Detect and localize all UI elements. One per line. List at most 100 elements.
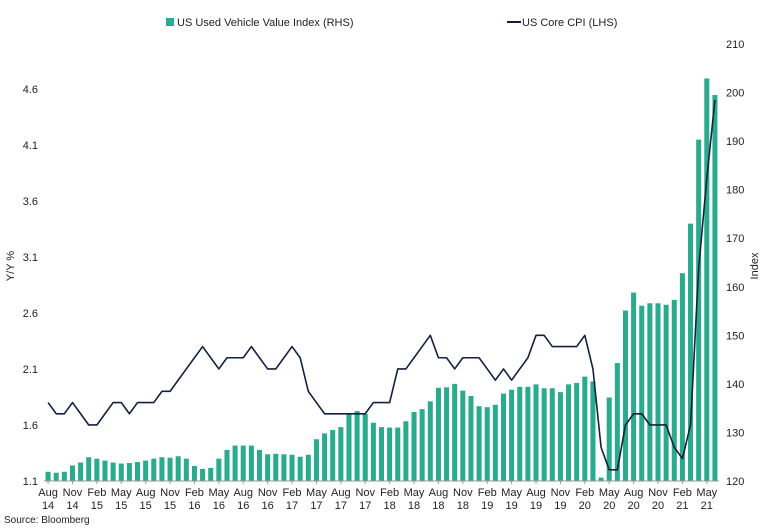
- y-right-ticks: 120 130 140 150 160 170 180 190 200 210: [726, 39, 744, 488]
- bar-jul-15: [135, 462, 141, 481]
- bar-mar-18: [395, 427, 401, 481]
- x-tick-month: May: [599, 487, 620, 499]
- bar-dec-20: [663, 304, 669, 481]
- y-right-tick-label: 120: [726, 476, 744, 488]
- x-tick-year: 17: [359, 500, 371, 512]
- x-tick-month: May: [111, 487, 132, 499]
- y-left-tick-label: 2.6: [23, 308, 38, 320]
- bar-aug-14: [45, 471, 51, 481]
- y-left-tick-label: 2.1: [23, 364, 38, 376]
- bar-apr-20: [598, 477, 604, 481]
- y-right-tick-label: 180: [726, 185, 744, 197]
- x-tick-month: May: [404, 487, 425, 499]
- x-tick-year: 19: [554, 500, 566, 512]
- bar-apr-17: [305, 454, 311, 481]
- x-tick-year: 20: [579, 500, 591, 512]
- y-right-tick-label: 200: [726, 88, 744, 100]
- x-tick-month: Feb: [185, 487, 204, 499]
- bar-jun-20: [614, 363, 620, 481]
- y-right-tick-label: 160: [726, 282, 744, 294]
- x-tick-month: Nov: [160, 487, 180, 499]
- bar-jun-16: [224, 449, 230, 481]
- bar-feb-21: [679, 273, 685, 481]
- x-tick-month: Feb: [478, 487, 497, 499]
- legend-line-label: US Core CPI (LHS): [522, 17, 617, 29]
- bar-dec-16: [273, 453, 279, 481]
- bar-oct-18: [452, 383, 458, 481]
- line-series: [47, 99, 716, 471]
- y-left-tick-label: 1.1: [23, 476, 38, 488]
- bar-feb-19: [484, 407, 490, 481]
- x-tick-year: 15: [140, 500, 152, 512]
- bar-jun-17: [322, 433, 328, 481]
- source-note: Source: Bloomberg: [4, 515, 90, 526]
- x-tick-year: 16: [188, 500, 200, 512]
- y-left-tick-label: 3.6: [23, 196, 38, 208]
- x-tick-month: Feb: [673, 487, 692, 499]
- bar-aug-20: [631, 292, 637, 481]
- bar-jul-20: [622, 310, 628, 481]
- x-tick-year: 16: [237, 500, 249, 512]
- bar-nov-16: [265, 454, 271, 481]
- bar-may-21: [704, 78, 710, 481]
- x-tick-year: 19: [481, 500, 493, 512]
- bar-oct-16: [256, 449, 263, 481]
- bar-dec-17: [370, 422, 376, 481]
- bar-aug-17: [338, 427, 344, 481]
- x-axis-ticks: Aug14Nov14Feb15May15Aug15Nov15Feb16May16…: [38, 481, 718, 512]
- bar-mar-16: [200, 468, 206, 481]
- y-right-tick-label: 150: [726, 330, 744, 342]
- bar-feb-16: [191, 465, 197, 481]
- x-tick-month: Nov: [258, 487, 278, 499]
- bar-may-16: [216, 458, 222, 481]
- y-left-tick-label: 4.6: [23, 84, 38, 96]
- bar-sep-20: [639, 305, 645, 481]
- x-tick-month: Nov: [453, 487, 473, 499]
- x-tick-year: 21: [676, 500, 688, 512]
- x-tick-month: Aug: [136, 487, 156, 499]
- bar-nov-17: [362, 413, 368, 481]
- bar-may-18: [411, 412, 417, 481]
- x-tick-year: 18: [432, 500, 444, 512]
- y-right-axis-title: Index: [749, 252, 761, 279]
- bar-mar-19: [492, 404, 498, 481]
- bar-dec-18: [468, 396, 474, 481]
- y-left-axis-title: Y/Y %: [5, 251, 17, 282]
- y-left-ticks: 1.1 1.6 2.1 2.6 3.1 3.6 4.1 4.6: [23, 84, 38, 488]
- bar-apr-19: [500, 393, 507, 481]
- x-tick-year: 17: [335, 500, 347, 512]
- bar-may-15: [118, 463, 124, 481]
- x-tick-year: 19: [505, 500, 517, 512]
- bar-aug-18: [435, 387, 441, 481]
- y-right-tick-label: 130: [726, 427, 744, 439]
- bar-aug-16: [240, 445, 246, 481]
- x-tick-year: 15: [91, 500, 103, 512]
- x-tick-year: 14: [42, 500, 54, 512]
- bar-nov-15: [167, 457, 173, 481]
- bar-jul-17: [330, 430, 336, 481]
- bar-nov-19: [557, 392, 563, 481]
- legend-bar-swatch: [166, 18, 174, 26]
- bar-jan-21: [671, 299, 677, 481]
- bar-jan-15: [86, 457, 92, 481]
- x-tick-year: 18: [384, 500, 396, 512]
- bar-jul-16: [232, 445, 238, 481]
- bar-jun-18: [419, 409, 425, 481]
- legend: US Used Vehicle Value Index (RHS) US Cor…: [166, 17, 617, 29]
- x-tick-year: 15: [115, 500, 127, 512]
- y-left-tick-label: 3.1: [23, 252, 38, 264]
- bar-sep-16: [248, 445, 254, 481]
- bar-jun-15: [126, 463, 132, 481]
- x-tick-month: May: [696, 487, 717, 499]
- bar-feb-20: [582, 376, 588, 481]
- bar-sep-19: [541, 388, 547, 481]
- bar-mar-15: [102, 460, 108, 481]
- y-right-tick-label: 190: [726, 136, 744, 148]
- x-tick-year: 17: [310, 500, 322, 512]
- bar-sep-15: [151, 458, 157, 481]
- bar-apr-16: [208, 467, 214, 481]
- bar-mar-20: [590, 381, 596, 481]
- bar-feb-18: [387, 427, 393, 481]
- bar-apr-21: [696, 139, 702, 481]
